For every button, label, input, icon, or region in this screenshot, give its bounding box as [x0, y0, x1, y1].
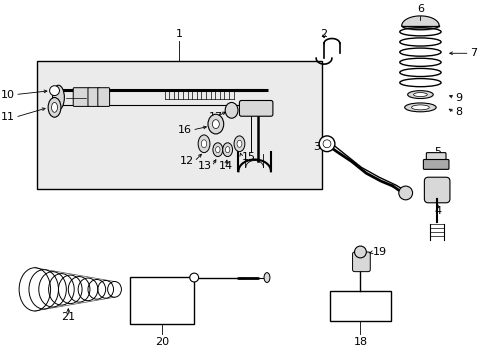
Text: 2: 2 — [320, 28, 327, 39]
Bar — [37, 61, 322, 189]
Ellipse shape — [398, 186, 412, 200]
FancyBboxPatch shape — [423, 159, 448, 169]
Text: 10: 10 — [1, 90, 15, 100]
Text: 8: 8 — [454, 107, 461, 117]
Ellipse shape — [212, 120, 219, 129]
Text: 6: 6 — [416, 4, 423, 14]
Bar — [130, 276, 194, 324]
Text: 9: 9 — [454, 93, 461, 103]
Ellipse shape — [198, 135, 209, 153]
Text: 17: 17 — [208, 112, 223, 122]
FancyBboxPatch shape — [88, 88, 100, 107]
Text: 16: 16 — [178, 125, 192, 135]
Ellipse shape — [264, 273, 269, 283]
FancyBboxPatch shape — [352, 252, 369, 272]
Ellipse shape — [215, 147, 220, 153]
Text: 12: 12 — [180, 157, 194, 166]
Text: 5: 5 — [434, 147, 441, 157]
Text: 13: 13 — [198, 161, 211, 171]
FancyBboxPatch shape — [239, 100, 272, 116]
Text: 21: 21 — [61, 312, 75, 322]
Ellipse shape — [234, 136, 244, 152]
Ellipse shape — [51, 103, 58, 112]
Text: 18: 18 — [353, 337, 367, 347]
FancyBboxPatch shape — [73, 88, 89, 107]
Ellipse shape — [207, 114, 223, 134]
Ellipse shape — [319, 136, 334, 152]
Text: 15: 15 — [241, 152, 255, 162]
Ellipse shape — [222, 143, 232, 157]
Ellipse shape — [225, 103, 238, 118]
Bar — [329, 291, 390, 321]
FancyBboxPatch shape — [98, 88, 109, 107]
FancyBboxPatch shape — [426, 153, 445, 162]
Ellipse shape — [354, 246, 366, 258]
Text: 3: 3 — [312, 142, 320, 152]
Ellipse shape — [404, 103, 435, 112]
Ellipse shape — [201, 140, 206, 148]
Text: 19: 19 — [372, 247, 386, 257]
Ellipse shape — [411, 105, 428, 110]
Text: 1: 1 — [176, 28, 183, 39]
Ellipse shape — [237, 140, 242, 147]
Ellipse shape — [48, 98, 61, 117]
FancyBboxPatch shape — [424, 177, 449, 203]
Ellipse shape — [413, 93, 427, 96]
Ellipse shape — [407, 91, 432, 99]
Text: 20: 20 — [154, 337, 168, 347]
Ellipse shape — [225, 147, 229, 153]
Ellipse shape — [212, 143, 222, 157]
Ellipse shape — [49, 86, 60, 95]
Ellipse shape — [189, 273, 198, 282]
Ellipse shape — [52, 85, 64, 110]
Text: 7: 7 — [468, 48, 476, 58]
Text: 11: 11 — [1, 112, 15, 122]
Text: 4: 4 — [434, 206, 441, 216]
Text: 14: 14 — [218, 161, 232, 171]
